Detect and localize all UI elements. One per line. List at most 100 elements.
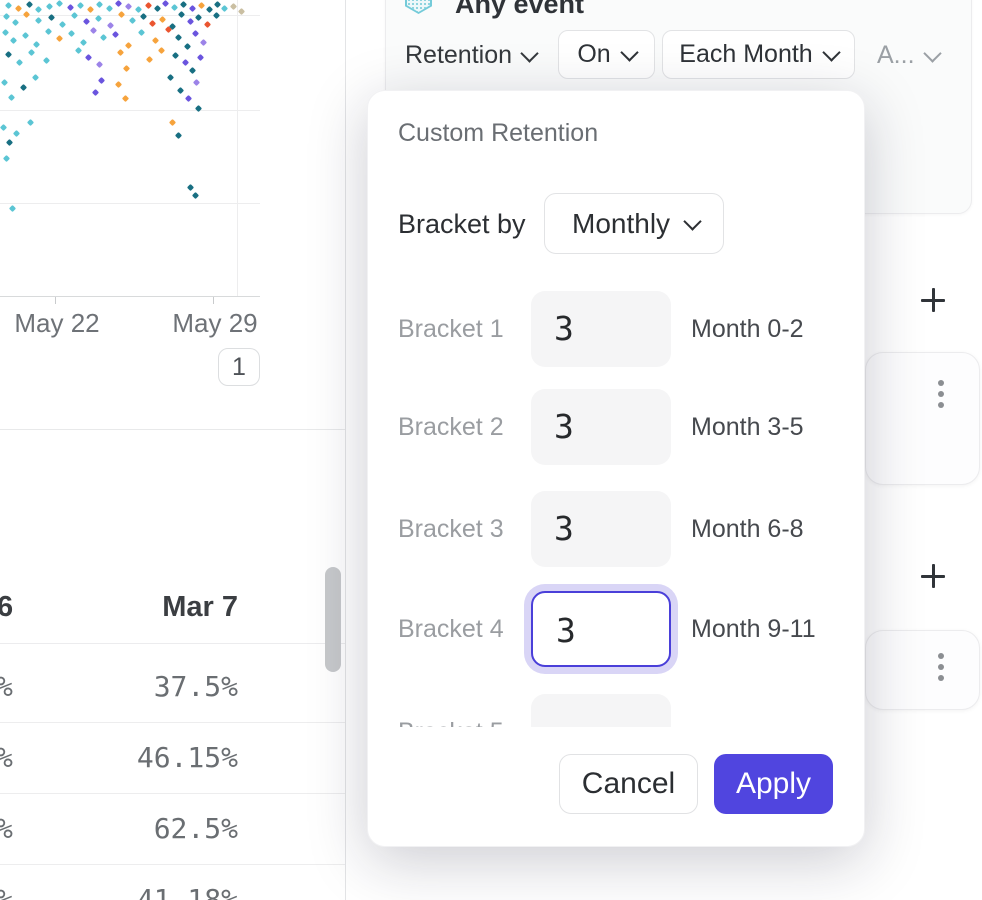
scatter-point — [12, 129, 21, 138]
scatter-point — [168, 118, 177, 127]
scatter-point — [184, 94, 193, 103]
scatter-point — [183, 42, 192, 51]
scatter-point — [70, 11, 79, 20]
scatter-point — [55, 34, 64, 43]
scatter-point — [137, 28, 146, 37]
vertical-scrollbar-thumb[interactable] — [325, 567, 341, 672]
rail-card — [865, 352, 980, 485]
scatter-point — [32, 40, 41, 49]
gridline — [0, 15, 260, 16]
bracket-by-dropdown[interactable]: Monthly — [544, 193, 724, 254]
event-name-label: Any event — [455, 0, 585, 19]
bracket-size-input[interactable]: 3 — [531, 491, 671, 567]
scatter-point — [34, 16, 43, 25]
scatter-point — [74, 46, 83, 55]
bracket-size-input[interactable]: 3 — [531, 591, 671, 667]
on-dropdown[interactable]: On — [558, 30, 655, 79]
bracket-size-input[interactable]: 3 — [531, 291, 671, 367]
bracket-by-value: Monthly — [572, 207, 671, 239]
column-header-mar7: Mar 7 — [162, 591, 238, 623]
scatter-point — [31, 73, 40, 82]
table-row: % 62.5% — [0, 793, 345, 865]
scatter-point — [134, 5, 143, 14]
scatter-point — [21, 31, 30, 40]
scatter-point — [191, 29, 200, 38]
retention-scatter-chart: May 22 May 29 — [0, 0, 260, 338]
bracket-size-input[interactable] — [531, 694, 671, 727]
bracket-by-label: Bracket by — [398, 209, 526, 239]
table-row: % 41.18% — [0, 864, 345, 900]
table-row: % 37.5% — [0, 651, 345, 723]
gridline — [0, 203, 260, 204]
scatter-point — [97, 76, 106, 85]
apply-button[interactable]: Apply — [714, 754, 833, 814]
scatter-point — [106, 21, 115, 30]
scatter-point — [84, 53, 93, 62]
chevron-down-icon — [822, 42, 841, 62]
scatter-point — [25, 0, 34, 9]
measure-dropdown[interactable]: Retention — [405, 41, 539, 70]
rail-card — [865, 630, 980, 710]
scatter-point — [82, 17, 91, 26]
pagination-page-button[interactable]: 1 — [218, 348, 260, 386]
scatter-point — [95, 60, 104, 69]
scatter-point — [186, 183, 195, 192]
scatter-point — [114, 80, 123, 89]
clipped-cell-fragment: % — [0, 651, 18, 722]
scatter-point — [114, 0, 123, 8]
scatter-point — [186, 17, 195, 26]
table-header-row: 6 Mar 7 — [0, 591, 260, 643]
granularity-dropdown[interactable]: Each Month — [662, 30, 855, 79]
table-row: % 46.15% — [0, 722, 345, 794]
scatter-point — [179, 0, 188, 9]
axis-tick-label: May 29 — [172, 308, 258, 338]
scatter-point — [44, 27, 53, 36]
scatter-point — [7, 93, 16, 102]
scatter-point — [213, 0, 222, 9]
kebab-menu-button[interactable] — [938, 380, 944, 408]
custom-retention-popover: Custom Retention Bracket by Monthly Brac… — [367, 90, 865, 847]
scatter-point — [5, 138, 14, 147]
clipped-cell-fragment: % — [0, 793, 18, 864]
scatter-point — [2, 154, 11, 163]
scatter-point — [157, 46, 166, 55]
add-step-button[interactable] — [921, 564, 945, 588]
gridline — [237, 0, 238, 296]
bracket-size-value: 3 — [556, 611, 576, 650]
retention-value-cell: 46.15% — [136, 741, 238, 774]
gridline — [0, 110, 260, 111]
scatter-point — [22, 10, 31, 19]
scatter-point — [158, 15, 167, 24]
scatter-point — [121, 94, 130, 103]
clipped-cell-fragment: % — [0, 864, 18, 900]
section-divider — [0, 429, 345, 430]
scatter-point — [19, 83, 28, 92]
scatter-point — [151, 36, 160, 45]
scatter-point — [188, 4, 197, 13]
chevron-down-icon — [922, 43, 942, 63]
scatter-point — [45, 2, 54, 11]
scatter-point — [203, 20, 212, 29]
scatter-point — [66, 3, 75, 12]
add-step-button[interactable] — [921, 288, 945, 312]
scatter-point — [99, 33, 108, 42]
bracket-size-input[interactable]: 3 — [531, 389, 671, 465]
scatter-point — [14, 4, 23, 13]
scatter-point — [111, 30, 120, 39]
scatter-point — [34, 5, 43, 14]
scatter-point — [192, 78, 201, 87]
panel-divider — [345, 0, 346, 900]
scatter-point — [86, 5, 95, 14]
scatter-point — [170, 3, 179, 12]
retention-value-cell: 41.18% — [136, 883, 238, 900]
popover-title: Custom Retention — [398, 119, 599, 147]
bracket-label: Bracket 1 — [398, 315, 504, 343]
granularity-dropdown-label: Each Month — [679, 40, 813, 68]
kebab-menu-button[interactable] — [938, 653, 944, 681]
cancel-button[interactable]: Cancel — [559, 754, 698, 814]
axis-tick — [213, 297, 214, 304]
retention-value-cell: 62.5% — [153, 812, 238, 845]
bracket-size-value: 3 — [554, 407, 574, 446]
bracket-label: Bracket 2 — [398, 413, 504, 441]
truncated-dropdown[interactable]: A... — [877, 41, 942, 70]
